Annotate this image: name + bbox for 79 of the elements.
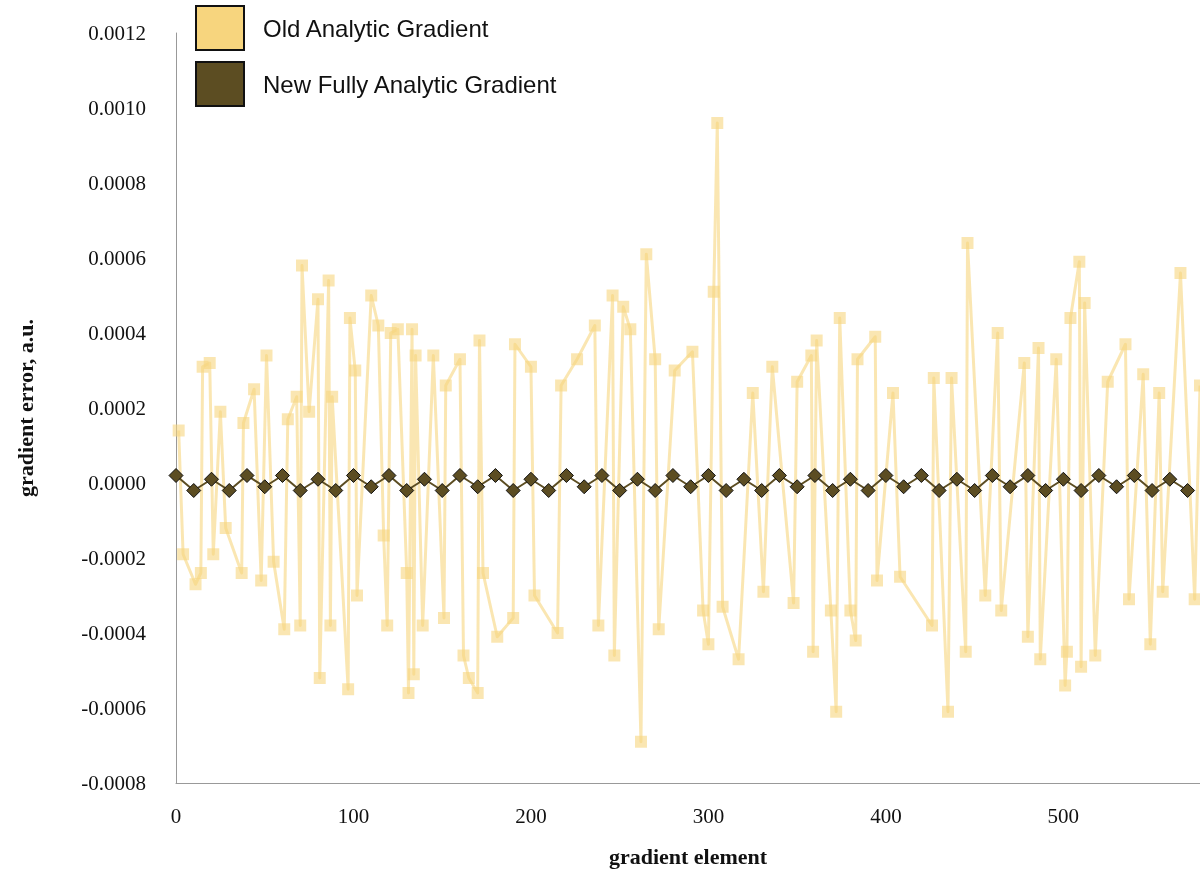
y-axis-title: gradient error, a.u. [12,319,38,497]
point [825,483,841,498]
point [594,468,610,483]
point [842,471,858,487]
point [807,468,823,483]
x-tick-label: 0 [170,803,182,828]
point [470,479,486,495]
point [665,468,681,483]
point [1055,471,1071,487]
legend-label: Old Analytic Gradient [263,14,489,42]
point [612,483,628,498]
point [878,468,894,483]
point [913,468,929,483]
point [416,471,432,487]
point [452,468,468,483]
point [203,471,219,487]
point [896,479,912,495]
point [558,468,574,483]
point [1002,479,1018,495]
point [1126,468,1142,483]
y-tick-label: 0.0012 [88,21,146,45]
point [239,468,255,483]
point [186,483,202,498]
y-tick-label: -0.0008 [81,771,146,795]
point [860,483,876,498]
point [363,479,379,495]
point [1144,483,1160,498]
y-tick-label: -0.0006 [81,696,146,720]
point [754,483,770,498]
point [487,468,503,483]
x-tick-label: 400 [870,803,902,828]
point [1109,479,1125,495]
point [647,483,663,498]
point [274,468,290,483]
x-tick-label: 300 [692,803,725,828]
point [789,479,805,495]
point [1020,468,1036,483]
point [967,483,983,498]
point [328,483,344,498]
y-tick-label: 0.0010 [88,96,146,120]
point [718,483,734,498]
x-tick-label: 200 [515,803,547,828]
y-tick-label: -0.0002 [81,546,146,570]
point [984,468,1000,483]
x-tick-label: 100 [337,803,370,828]
point [736,471,752,487]
point [1180,483,1196,498]
point [381,468,397,483]
point [1073,483,1089,498]
point [523,471,539,487]
point [399,483,415,498]
legend-label: New Fully Analytic Gradient [263,70,557,98]
point [771,468,787,483]
point [292,483,308,498]
point [683,479,699,495]
point [931,483,947,498]
point [505,483,521,498]
point [541,483,557,498]
x-axis-title: gradient element [608,843,768,869]
point [345,468,361,483]
x-tick-label: 500 [1047,803,1080,828]
point [434,483,450,498]
point [700,468,716,483]
y-tick-label: 0.0000 [88,471,146,495]
point [257,479,273,495]
point [949,471,965,487]
point [168,468,184,483]
y-tick-label: 0.0002 [88,396,146,420]
y-tick-label: 0.0008 [88,171,146,195]
point [1091,468,1107,483]
point [310,471,326,487]
y-tick-label: -0.0004 [81,621,147,645]
point [576,479,592,495]
y-tick-label: 0.0004 [88,321,147,345]
point [1038,483,1054,498]
point [629,471,645,487]
y-tick-label: 0.0006 [88,246,146,270]
point [1162,471,1178,487]
point [221,483,237,498]
